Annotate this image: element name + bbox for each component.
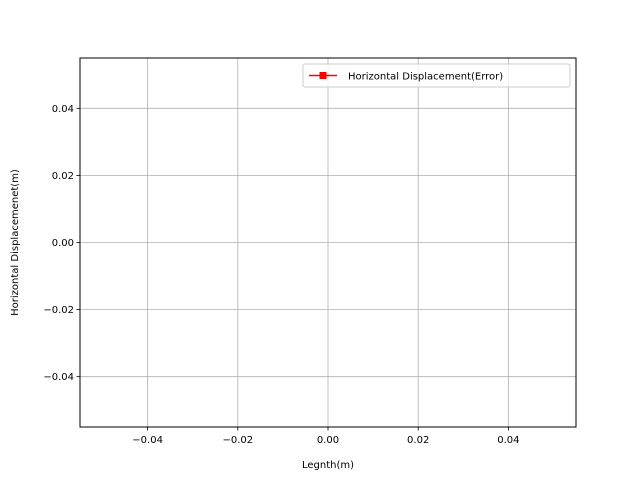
y-tick-label: 0.04 [52, 104, 74, 115]
x-tick-label: −0.04 [132, 435, 163, 446]
grid [80, 58, 576, 427]
y-tick-label: −0.04 [43, 372, 74, 383]
y-axis-label: Horizontal Displacemenet(m) [10, 169, 21, 316]
legend-square-marker-icon [319, 72, 327, 79]
y-tick-label: 0.02 [52, 171, 74, 182]
x-tick-label: 0.00 [317, 435, 339, 446]
ticks: −0.04 −0.02 0.00 0.02 0.04 −0.04 −0.02 0.00 0.02… [43, 104, 519, 446]
x-tick-label: 0.02 [407, 435, 429, 446]
y-tick-label: 0.00 [52, 238, 74, 249]
x-tick-label: 0.04 [497, 435, 519, 446]
legend-label: Horizontal Displacement(Error) [348, 72, 503, 83]
y-tick-label: −0.02 [43, 305, 74, 316]
x-tick-label: −0.02 [222, 435, 253, 446]
legend-box [302, 63, 571, 88]
legend: Horizontal Displacement(Error) [302, 63, 571, 88]
x-axis-label: Legnth(m) [302, 460, 354, 471]
